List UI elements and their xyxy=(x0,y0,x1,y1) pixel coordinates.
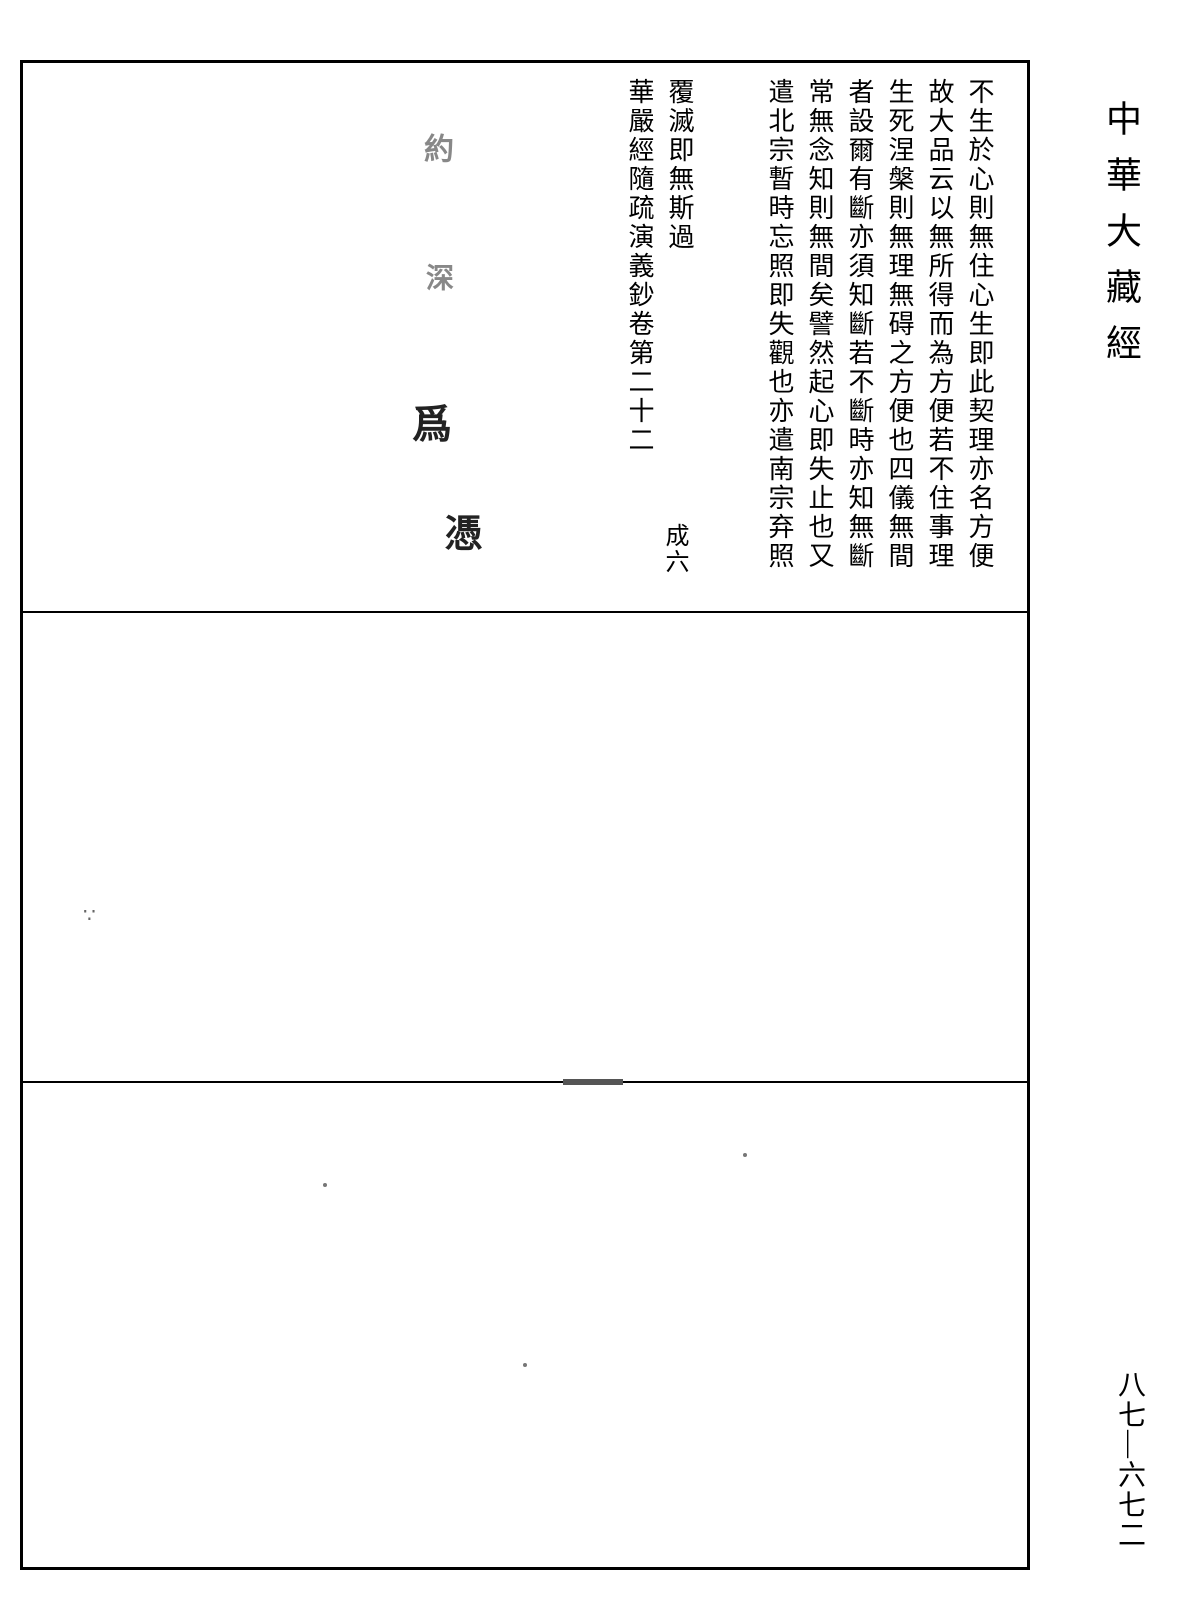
faded-char-3: 爲 xyxy=(399,403,457,443)
text-column-4: 者設爾有斷亦須知斷若不斷時亦知無斷 xyxy=(842,78,877,598)
speck-2 xyxy=(743,1153,747,1157)
bottom-panel xyxy=(23,1083,1027,1565)
faded-char-2: 深 xyxy=(417,263,457,291)
text-column-1: 不生於心則無住心生即此契理亦名方便 xyxy=(962,78,997,598)
faded-char-4: 憑 xyxy=(432,513,487,551)
text-column-5: 常無念知則無間矣譬然起心即失止也又 xyxy=(802,78,837,598)
series-title: 中華大藏經 xyxy=(1095,100,1147,380)
top-panel: 不生於心則無住心生即此契理亦名方便 故大品云以無所得而為方便若不住事理 生死涅槃… xyxy=(23,63,1027,613)
faded-char-1: 約 xyxy=(413,133,457,163)
speck-1 xyxy=(323,1183,327,1187)
text-column-3: 生死涅槃則無理無碍之方便也四儀無間 xyxy=(882,78,917,598)
text-column-6: 遣北宗暫時忘照即失觀也亦遣南宗弃照 xyxy=(762,78,797,598)
subtitle-text: 成六 xyxy=(657,523,692,575)
dots-mark: ∵ xyxy=(83,903,96,928)
text-column-8: 覆滅即無斯過 xyxy=(662,78,697,598)
text-column-9-title: 華嚴經隨疏演義鈔卷第二十二 xyxy=(622,78,657,598)
text-column-2: 故大品云以無所得而為方便若不住事理 xyxy=(922,78,957,598)
page-number: 八七—六七二 xyxy=(1109,1370,1149,1550)
divider-mark xyxy=(563,1079,623,1085)
middle-panel: ∵ xyxy=(23,613,1027,1083)
page-frame: 不生於心則無住心生即此契理亦名方便 故大品云以無所得而為方便若不住事理 生死涅槃… xyxy=(20,60,1030,1570)
speck-3 xyxy=(523,1363,527,1367)
